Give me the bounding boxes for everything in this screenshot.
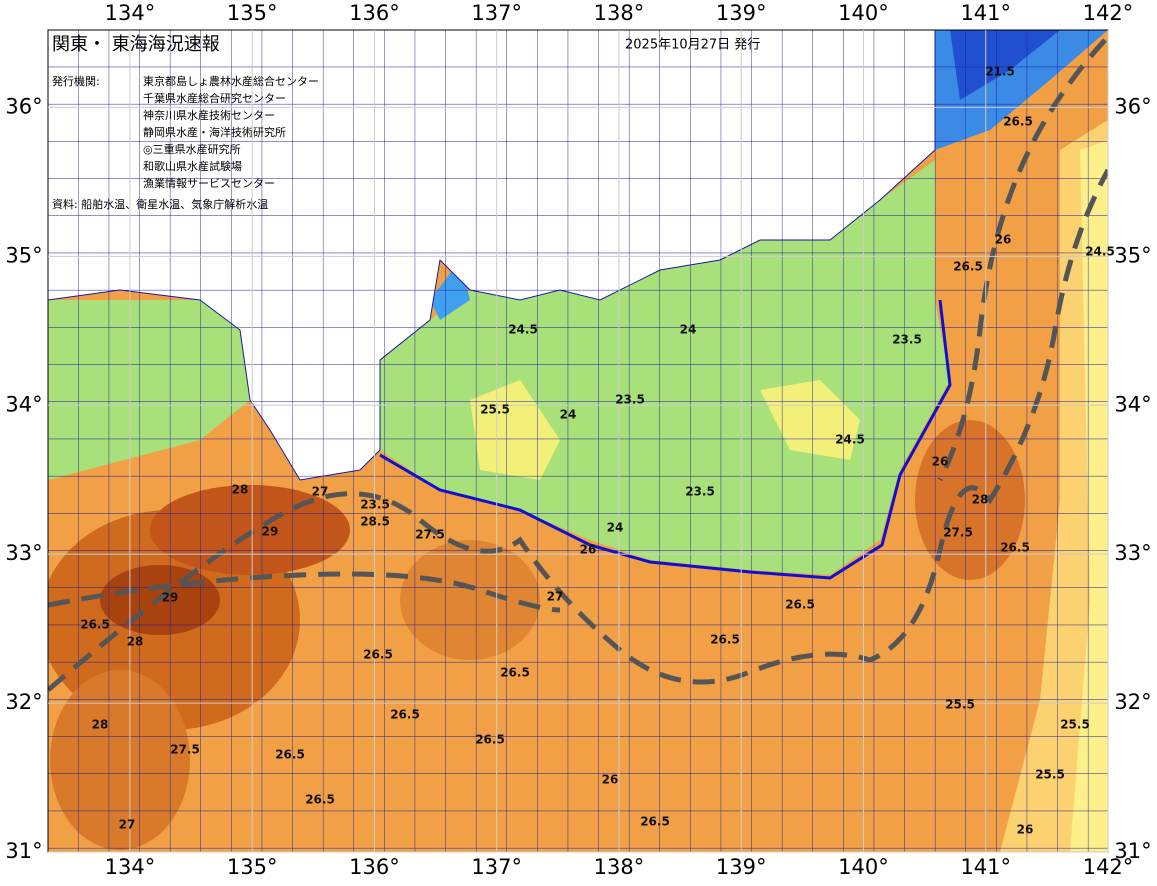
x-tick-label: 140° <box>838 855 889 879</box>
contour-label: 24.5 <box>1085 245 1115 259</box>
contour-label: 23.5 <box>360 498 390 512</box>
y-tick-label: 36° <box>5 94 42 118</box>
contour-label: 26 <box>580 543 597 557</box>
contour-label: 27 <box>119 818 136 832</box>
issue-date: 2025年10月27日 発行 <box>625 38 760 53</box>
contour-label: 27 <box>312 485 329 499</box>
contour-label: 25.5 <box>945 698 975 712</box>
agency: 神奈川県水産技術センター <box>143 108 275 122</box>
agency: 和歌山県水産試験場 <box>143 159 242 173</box>
contour-label: 26.5 <box>1000 541 1030 555</box>
x-tick-label: 140° <box>838 1 889 25</box>
contour-label: 27.5 <box>943 526 973 540</box>
contour-label: 23.5 <box>685 485 715 499</box>
x-tick-label: 136° <box>349 1 400 25</box>
contour-label: 26.5 <box>305 793 335 807</box>
x-tick-label: 138° <box>594 1 645 25</box>
x-tick-label: 142° <box>1083 855 1134 879</box>
fine-grid <box>48 30 1108 852</box>
contour-label: 26.5 <box>275 748 305 762</box>
y-tick-label: 33° <box>1114 541 1151 565</box>
map-title: 関東・ 東海海況速報 <box>52 34 220 55</box>
contour-label: 28 <box>127 635 144 649</box>
map-area <box>48 30 1108 852</box>
contour-label: 23.5 <box>615 393 645 407</box>
contour-label: 26 <box>995 233 1012 247</box>
contour-label: 26 <box>602 773 619 787</box>
contour-label: 26.5 <box>475 733 505 747</box>
x-tick-label: 139° <box>716 1 767 25</box>
agency: 漁業情報サービスセンター <box>143 176 275 190</box>
contour-label: 28 <box>92 718 109 732</box>
contour-label: 27.5 <box>415 528 445 542</box>
x-tick-label: 142° <box>1083 1 1134 25</box>
contour-label: 25.5 <box>1035 768 1065 782</box>
contour-label: 26 <box>932 455 949 469</box>
agency: 静岡県水産・海洋技術研究所 <box>143 125 286 139</box>
contour-label: 26.5 <box>80 618 110 632</box>
contour-label: 26.5 <box>1003 115 1033 129</box>
front-line <box>379 299 952 580</box>
source-note: 資料: 船舶水温、衛星水温、気象庁解析水温 <box>52 197 268 211</box>
y-tick-label: 34° <box>1114 392 1151 416</box>
y-tick-label: 32° <box>5 690 42 714</box>
contour-label: 24 <box>607 521 624 535</box>
contour-label: 25.5 <box>1060 718 1090 732</box>
contour-label: 24.5 <box>835 433 865 447</box>
x-tick-label: 135° <box>227 855 278 879</box>
x-tick-label: 136° <box>349 855 400 879</box>
contour-label: 26.5 <box>640 815 670 829</box>
x-tick-label: 137° <box>471 855 522 879</box>
x-tick-label: 139° <box>716 855 767 879</box>
agency: ◎三重県水産研究所 <box>143 142 241 156</box>
contour-label: 24 <box>680 323 697 337</box>
x-tick-label: 134° <box>105 855 156 879</box>
agency-label: 発行機関: <box>52 74 100 88</box>
contour-label: 27 <box>547 590 564 604</box>
x-tick-label: 137° <box>471 1 522 25</box>
contour-label: 26.5 <box>390 708 420 722</box>
y-tick-label: 35° <box>5 243 42 267</box>
contour-label: 26.5 <box>785 598 815 612</box>
agency: 東京都島しょ農林水産総合センター <box>143 74 319 88</box>
x-tick-label: 138° <box>594 855 645 879</box>
y-tick-label: 35° <box>1114 243 1151 267</box>
contour-label: 26.5 <box>953 260 983 274</box>
contour-label: 27.5 <box>170 743 200 757</box>
contour-label: 26.5 <box>710 633 740 647</box>
dynamic-layer: 東京都島しょ農林水産総合センター千葉県水産総合研究センター神奈川県水産技術センタ… <box>5 1 1151 879</box>
contour-label: 29 <box>262 525 279 539</box>
agency: 千葉県水産総合研究センター <box>143 91 286 105</box>
contour-label: 24.5 <box>508 323 538 337</box>
y-tick-label: 36° <box>1114 94 1151 118</box>
contour-label: 24 <box>560 408 577 422</box>
contour-label: 26.5 <box>363 648 393 662</box>
contour-label: 21.5 <box>985 65 1015 79</box>
y-tick-label: 34° <box>5 392 42 416</box>
kuroshio-axis <box>48 168 1108 692</box>
contour-label: 26.5 <box>500 666 530 680</box>
contour-label: 29 <box>162 591 179 605</box>
x-tick-label: 134° <box>105 1 156 25</box>
kuroshio-axis <box>48 571 561 613</box>
x-tick-label: 141° <box>960 1 1011 25</box>
x-tick-label: 141° <box>960 855 1011 879</box>
contour-label: 28.5 <box>360 515 390 529</box>
kuroshio-axis <box>937 38 1107 482</box>
contour-label: 28 <box>972 493 989 507</box>
x-tick-label: 135° <box>227 1 278 25</box>
y-tick-label: 31° <box>5 839 42 863</box>
contour-label: 28 <box>232 483 249 497</box>
y-tick-label: 32° <box>1114 690 1151 714</box>
y-tick-label: 31° <box>1114 839 1151 863</box>
contour-label: 26 <box>1017 823 1034 837</box>
contour-label: 25.5 <box>480 403 510 417</box>
y-tick-label: 33° <box>5 541 42 565</box>
contour-label: 23.5 <box>892 333 922 347</box>
